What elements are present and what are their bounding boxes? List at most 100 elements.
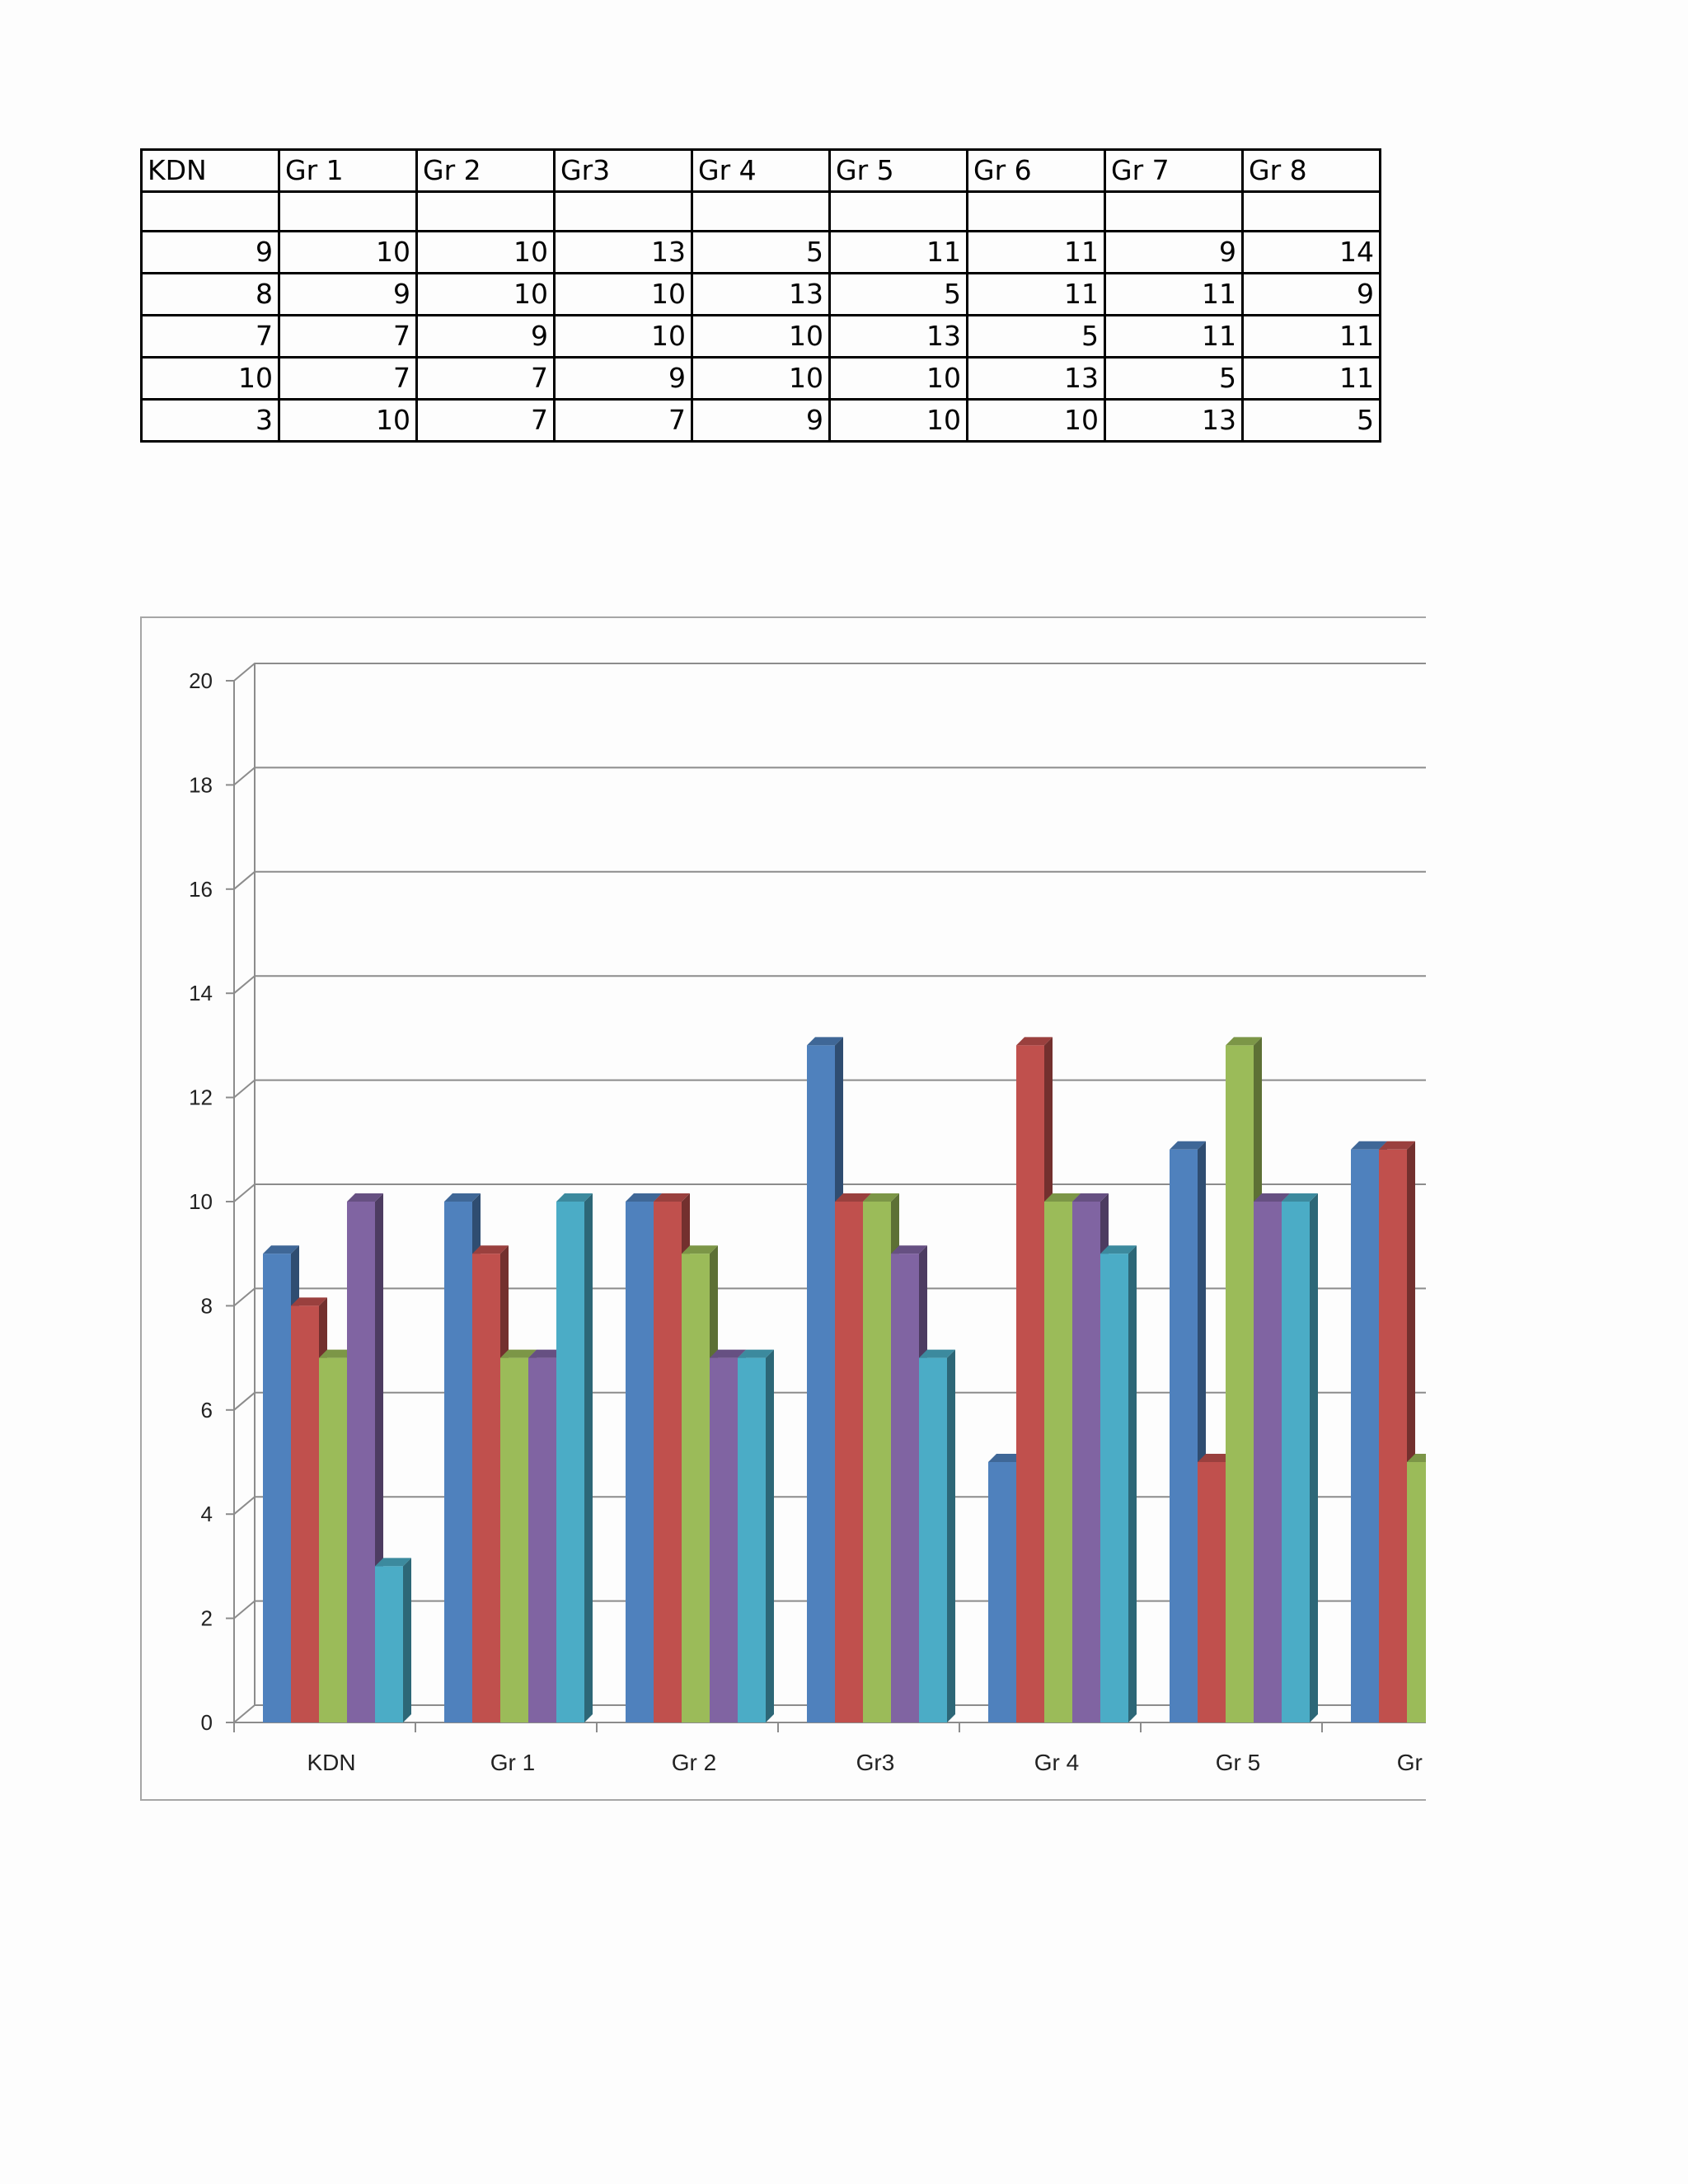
bar <box>1100 1245 1137 1722</box>
table-cell: 13 <box>828 314 968 359</box>
table-cell <box>278 190 418 232</box>
table-cell: 13 <box>966 356 1106 401</box>
column-header: Gr 2 <box>415 148 556 193</box>
table-cell: 13 <box>691 272 831 316</box>
table-cell <box>553 190 693 232</box>
table-cell: 9 <box>140 230 280 274</box>
column-header: KDN <box>140 148 280 193</box>
table-row: 10 7 7 9 10 10 13 5 11 <box>140 356 1381 401</box>
bar-chart: 0 2 4 6 8 10 12 14 16 18 20 KDN Gr 1 Gr 2 Gr3 Gr 4 Gr 5 G… <box>189 663 1426 1775</box>
table-row: 9 10 10 13 5 11 11 9 14 <box>140 230 1381 274</box>
table-cell: 10 <box>278 230 418 274</box>
table-cell: 11 <box>1104 272 1244 316</box>
column-header: Gr 4 <box>691 148 831 193</box>
table-cell: 9 <box>278 272 418 316</box>
bar <box>919 1349 955 1722</box>
y-tick-label: 0 <box>201 1710 213 1735</box>
table-cell: 7 <box>553 398 693 443</box>
gridline <box>233 766 1426 786</box>
table-cell <box>415 190 556 232</box>
table-cell: 5 <box>691 230 831 274</box>
column-header: Gr 6 <box>966 148 1106 193</box>
bar <box>375 1558 411 1722</box>
table-cell <box>828 190 968 232</box>
x-tick-label: Gr3 <box>856 1750 895 1775</box>
y-tick-label: 18 <box>189 772 213 797</box>
column-header: Gr 1 <box>278 148 418 193</box>
table-cell <box>1241 190 1381 232</box>
table-cell: 7 <box>278 356 418 401</box>
table-row <box>140 190 1381 232</box>
y-tick-label: 20 <box>189 668 213 693</box>
table-cell: 11 <box>828 230 968 274</box>
x-tick-label: Gr 6 <box>1397 1750 1426 1775</box>
column-header: Gr 5 <box>828 148 968 193</box>
table-cell: 5 <box>966 314 1106 359</box>
table-cell <box>1104 190 1244 232</box>
table-cell <box>140 190 280 232</box>
y-tick-label: 14 <box>189 981 213 1005</box>
x-tick-label: KDN <box>307 1750 355 1775</box>
table-cell: 13 <box>1104 398 1244 443</box>
table-cell: 10 <box>691 356 831 401</box>
table-cell: 11 <box>1104 314 1244 359</box>
column-header: Gr 7 <box>1104 148 1244 193</box>
y-tick-label: 4 <box>201 1502 213 1526</box>
table-cell: 5 <box>828 272 968 316</box>
table-cell: 3 <box>140 398 280 443</box>
y-tick-label: 2 <box>201 1606 213 1631</box>
table-row: 7 7 9 10 10 13 5 11 11 <box>140 314 1381 359</box>
bar <box>1282 1193 1318 1722</box>
y-tick-label: 10 <box>189 1189 213 1214</box>
table-cell: 9 <box>1104 230 1244 274</box>
table-row: 8 9 10 10 13 5 11 11 9 <box>140 272 1381 316</box>
table-cell: 10 <box>415 230 556 274</box>
x-tick-label: Gr 4 <box>1034 1750 1079 1775</box>
y-tick-label: 12 <box>189 1085 213 1110</box>
table-cell: 10 <box>415 272 556 316</box>
bars <box>263 1037 1426 1722</box>
table-cell: 10 <box>828 356 968 401</box>
bar <box>1407 1454 1426 1722</box>
table-cell: 11 <box>966 272 1106 316</box>
table-cell: 11 <box>1241 314 1381 359</box>
table-header-row: KDN Gr 1 Gr 2 Gr3 Gr 4 Gr 5 Gr 6 Gr 7 Gr 8 <box>140 148 1381 193</box>
column-header: Gr 8 <box>1241 148 1381 193</box>
x-tick-label: Gr 5 <box>1216 1750 1260 1775</box>
table-cell: 11 <box>966 230 1106 274</box>
data-table: KDN Gr 1 Gr 2 Gr3 Gr 4 Gr 5 Gr 6 Gr 7 Gr 8 9 10 10 1… <box>140 148 1381 443</box>
y-tick-label: 16 <box>189 877 213 902</box>
x-tick-label: Gr 2 <box>672 1750 716 1775</box>
table-cell <box>691 190 831 232</box>
table-row: 3 10 7 7 9 10 10 13 5 <box>140 398 1381 443</box>
gridline <box>233 975 1426 994</box>
table-cell: 10 <box>966 398 1106 443</box>
column-header: Gr3 <box>553 148 693 193</box>
x-tick-label: Gr 1 <box>490 1750 535 1775</box>
chart-area: 0 2 4 6 8 10 12 14 16 18 20 KDN Gr 1 Gr 2 Gr3 Gr 4 Gr 5 G… <box>140 616 1426 1801</box>
table-cell <box>966 190 1106 232</box>
table-cell: 8 <box>140 272 280 316</box>
table-cell: 10 <box>278 398 418 443</box>
table-cell: 10 <box>553 272 693 316</box>
table-cell: 10 <box>691 314 831 359</box>
gridline <box>233 663 1426 682</box>
y-tick-label: 6 <box>201 1398 213 1422</box>
table-cell: 7 <box>415 356 556 401</box>
bar <box>556 1193 593 1722</box>
table-cell: 11 <box>1241 356 1381 401</box>
table-cell: 10 <box>828 398 968 443</box>
y-tick-label: 8 <box>201 1293 213 1318</box>
table-cell: 9 <box>553 356 693 401</box>
table-cell: 13 <box>553 230 693 274</box>
table-cell: 9 <box>1241 272 1381 316</box>
table-cell: 7 <box>415 398 556 443</box>
table-cell: 7 <box>278 314 418 359</box>
table-cell: 10 <box>140 356 280 401</box>
table-cell: 5 <box>1104 356 1244 401</box>
gridline <box>233 870 1426 890</box>
table-cell: 5 <box>1241 398 1381 443</box>
table-cell: 9 <box>691 398 831 443</box>
table-cell: 10 <box>553 314 693 359</box>
table-cell: 9 <box>415 314 556 359</box>
